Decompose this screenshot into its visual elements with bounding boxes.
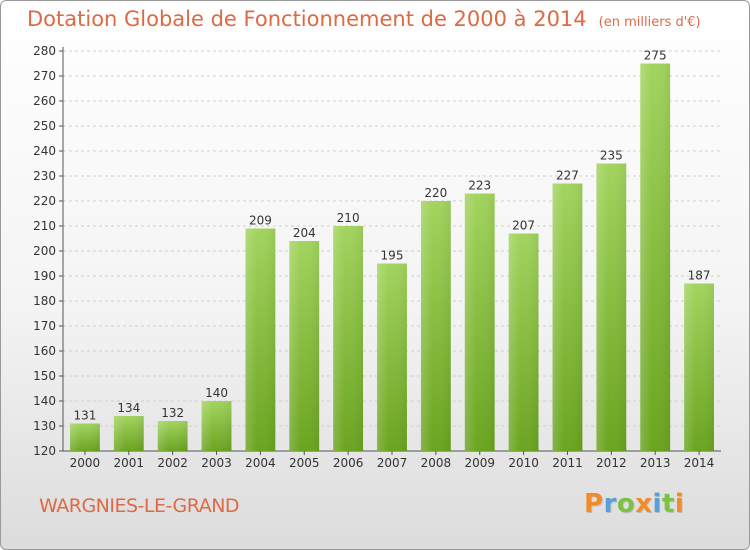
y-tick-label: 120	[33, 444, 56, 458]
value-label: 227	[556, 169, 579, 183]
x-tick-label: 2009	[464, 456, 495, 470]
bar-shine	[464, 193, 495, 451]
x-tick-label: 2008	[421, 456, 452, 470]
bars	[70, 63, 714, 451]
value-label: 220	[424, 186, 447, 200]
value-label: 195	[381, 249, 404, 263]
brand-letter: i	[674, 489, 685, 519]
y-tick-label: 160	[33, 344, 56, 358]
x-tick-label: 2003	[201, 456, 232, 470]
y-tick-label: 140	[33, 394, 56, 408]
y-tick-label: 170	[33, 319, 56, 333]
x-tick-label: 2000	[70, 456, 101, 470]
chart-title-text: Dotation Globale de Fonctionnement de 20…	[27, 7, 587, 31]
x-tick-label: 2012	[596, 456, 627, 470]
bar-shine	[70, 423, 100, 451]
bar-shine	[508, 233, 539, 451]
y-tick-label: 200	[33, 244, 56, 258]
x-tick-label: 2014	[684, 456, 715, 470]
value-label: 140	[205, 386, 228, 400]
y-tick-label: 280	[33, 44, 56, 58]
chart-title: Dotation Globale de Fonctionnement de 20…	[27, 7, 701, 31]
brand-letter: x	[635, 489, 653, 519]
value-label: 235	[600, 149, 623, 163]
value-label: 210	[337, 211, 360, 225]
bar-shine	[289, 241, 320, 451]
x-tick-label: 2007	[377, 456, 408, 470]
brand-letter: t	[661, 489, 675, 519]
x-tick-label: 2005	[289, 456, 320, 470]
brand-letter: r	[603, 489, 617, 519]
value-label: 207	[512, 219, 535, 233]
value-label: 209	[249, 214, 272, 228]
value-label: 131	[73, 409, 96, 423]
y-tick-label: 180	[33, 294, 56, 308]
value-label: 132	[161, 406, 184, 420]
bar-shine	[333, 226, 364, 451]
value-label: 275	[644, 49, 667, 63]
chart-unit: (en milliers d'€)	[598, 15, 701, 30]
x-tick-label: 2011	[552, 456, 583, 470]
value-label: 187	[688, 269, 711, 283]
brand-letter: i	[652, 489, 662, 519]
commune-name: WARGNIES-LE-GRAND	[39, 495, 240, 517]
x-tick-label: 2001	[114, 456, 145, 470]
bar-shine	[596, 163, 627, 451]
x-tick-label: 2002	[157, 456, 188, 470]
y-tick-label: 260	[33, 94, 56, 108]
y-tick-label: 250	[33, 119, 56, 133]
y-tick-label: 240	[33, 144, 56, 158]
x-tick-label: 2013	[640, 456, 671, 470]
axes: 120 130 140 150 160 170 180 190 200 210 220 230 240 2…	[33, 44, 721, 470]
y-tick-label: 150	[33, 369, 56, 383]
bar-shine	[245, 228, 276, 451]
x-tick-label: 2004	[245, 456, 276, 470]
bar-shine	[201, 401, 232, 451]
bar-shine	[552, 183, 583, 451]
bar-shine	[684, 283, 714, 451]
value-label: 204	[293, 226, 316, 240]
bar-shine	[640, 63, 671, 451]
y-tick-label: 210	[33, 219, 56, 233]
bar-shine	[113, 416, 144, 451]
brand-letter: o	[616, 489, 636, 519]
value-label: 223	[468, 179, 491, 193]
y-tick-label: 230	[33, 169, 56, 183]
y-tick-label: 220	[33, 194, 56, 208]
bar-shine	[157, 421, 188, 451]
brand-logo[interactable]: Proxiti	[584, 489, 684, 519]
x-tick-label: 2006	[333, 456, 364, 470]
bar-shine	[420, 201, 451, 451]
value-labels: 131 134 132 140 209 204 210 195 220 223 207 227 235 2…	[73, 49, 710, 423]
x-tick-label: 2010	[508, 456, 539, 470]
bar-shine	[377, 263, 407, 451]
y-tick-label: 130	[33, 419, 56, 433]
brand-letter: P	[584, 489, 604, 519]
y-tick-label: 270	[33, 69, 56, 83]
y-tick-label: 190	[33, 269, 56, 283]
value-label: 134	[117, 401, 140, 415]
